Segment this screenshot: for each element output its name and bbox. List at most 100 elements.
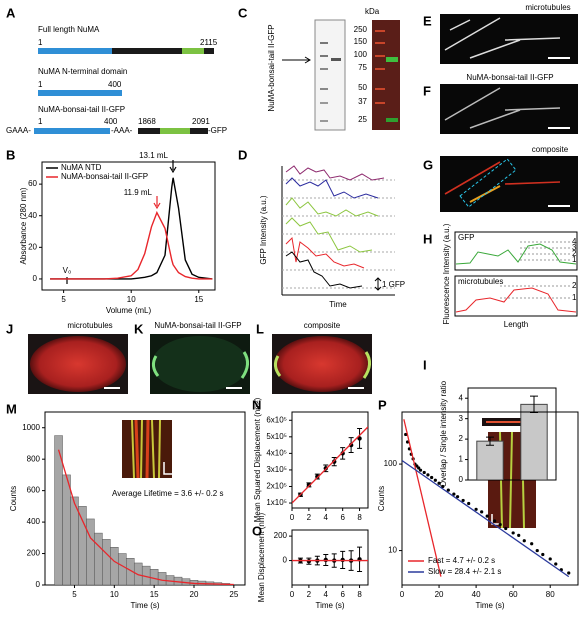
data-point	[517, 533, 521, 537]
y-tick-label: 100	[384, 459, 398, 468]
panel-letter: G	[423, 157, 433, 172]
domain-bar	[38, 90, 122, 96]
data-point	[567, 571, 571, 575]
x-tick-label: 0	[290, 513, 295, 522]
panel-c	[375, 102, 385, 104]
y-tick-label: 3x10⁵	[266, 465, 287, 474]
residue: 2091	[192, 117, 210, 126]
axis-label: Time	[329, 300, 347, 309]
marker-label: 100	[354, 50, 368, 59]
panel-c	[320, 42, 328, 44]
y-axis-label: Counts	[377, 486, 386, 511]
x-tick-label: 6	[340, 590, 345, 599]
axis-label: Length	[504, 320, 528, 329]
panel-c	[372, 20, 400, 130]
annotation: 13.1 mL	[139, 151, 168, 160]
panel-a: A Full length NuMA 1 2115 NuMA N-termina…	[6, 5, 227, 135]
panel-d	[282, 179, 395, 289]
annotation-arrow	[153, 202, 161, 210]
plot-frame	[467, 387, 557, 481]
y-tick-label: 1x10⁵	[266, 498, 287, 507]
construct-name: NuMA-bonsai-tail II-GFP	[267, 24, 276, 111]
data-point	[357, 436, 362, 441]
data-point	[535, 548, 539, 553]
domain-bar	[112, 48, 182, 54]
data-point	[404, 432, 408, 437]
domain-bar	[138, 128, 160, 134]
level-label: 2	[572, 249, 577, 258]
legend-label: NuMA NTD	[61, 163, 102, 172]
histogram-bar	[157, 572, 167, 585]
panel-letter: M	[6, 401, 17, 416]
y-tick-label: 6x10⁵	[266, 415, 287, 424]
panel-c	[375, 30, 385, 32]
y-tick-label: 1000	[22, 423, 40, 432]
x-tick-label: 4	[324, 590, 329, 599]
panel-letter: N	[252, 397, 261, 412]
data-point	[467, 501, 471, 506]
histogram-bar	[133, 562, 143, 585]
panel-h: H GFP microtubules 4 3 2 1 2 1 Fluoresce…	[423, 223, 578, 329]
panels-efg	[440, 14, 578, 64]
x-tick-label: 40	[472, 590, 481, 599]
panels-jkl	[362, 351, 371, 379]
x-tick-label: 2	[307, 513, 312, 522]
panel-c	[375, 55, 385, 57]
residue: 1	[38, 80, 43, 89]
image-label: NuMA-bonsai-tail II-GFP	[154, 321, 241, 330]
panels-jkl	[152, 336, 248, 392]
panels-efg	[440, 84, 578, 134]
x-tick-label: 10	[110, 590, 119, 599]
legend-label: Fast = 4.7 +/- 0.2 s	[428, 556, 495, 565]
y-axis-label: Counts	[9, 486, 18, 511]
data-point	[522, 539, 526, 543]
panel-letter: A	[6, 5, 16, 20]
histogram-bar	[102, 539, 111, 585]
level-label: 1	[572, 293, 577, 302]
annotation: V₀	[63, 266, 72, 275]
tag: GAAA-	[6, 126, 31, 135]
domain-bar	[34, 128, 110, 134]
panel-d	[285, 251, 363, 289]
y-tick-label: 800	[27, 454, 41, 463]
x-tick-label: 5	[72, 590, 77, 599]
annotation-arrow	[169, 166, 177, 174]
domain-bar	[204, 48, 214, 54]
plot-frame	[291, 529, 369, 586]
y-tick-label: 4	[459, 393, 464, 402]
x-tick-label: 0	[290, 590, 295, 599]
data-point	[340, 451, 345, 456]
panel-c	[320, 88, 328, 90]
x-tick-label: 10	[127, 295, 136, 304]
fit-line	[403, 419, 442, 577]
y-tick-label: 200	[274, 531, 288, 540]
fit-line	[292, 426, 368, 504]
data-point	[430, 475, 434, 480]
y-axis-label: Overlap / Single intensity ratio	[439, 380, 448, 487]
data-point	[437, 481, 441, 485]
panel-d	[285, 165, 385, 181]
kymograph-inset	[134, 419, 150, 479]
panel-c	[320, 102, 328, 104]
panel-c	[386, 57, 398, 62]
panel-letter: F	[423, 83, 431, 98]
y-axis-label: Mean Displacement (nm)	[257, 512, 266, 602]
histogram-bar	[78, 506, 87, 585]
x-tick-label: 0	[400, 590, 405, 599]
x-tick-label: 5	[61, 295, 66, 304]
y-tick-label: 60	[28, 179, 37, 188]
panels-efg	[444, 161, 561, 195]
panel-letter: B	[6, 147, 15, 162]
panel-d	[285, 217, 373, 253]
image-label: microtubules	[67, 321, 112, 330]
panel-h	[455, 243, 577, 265]
panel-d	[285, 236, 365, 269]
data-point	[461, 498, 465, 503]
marker-label: 37	[358, 97, 367, 106]
panel-d: D GFP Intensity (a.u.) Time 1 GFP	[238, 147, 405, 309]
construct-name: NuMA N-terminal domain	[38, 67, 127, 76]
panels-jkl: J microtubules K NuMA-bonsai-tail II-GFP…	[6, 321, 372, 394]
domain-bar	[38, 48, 112, 54]
y-axis-label: Mean Squared Displacement (nm²)	[253, 397, 262, 522]
